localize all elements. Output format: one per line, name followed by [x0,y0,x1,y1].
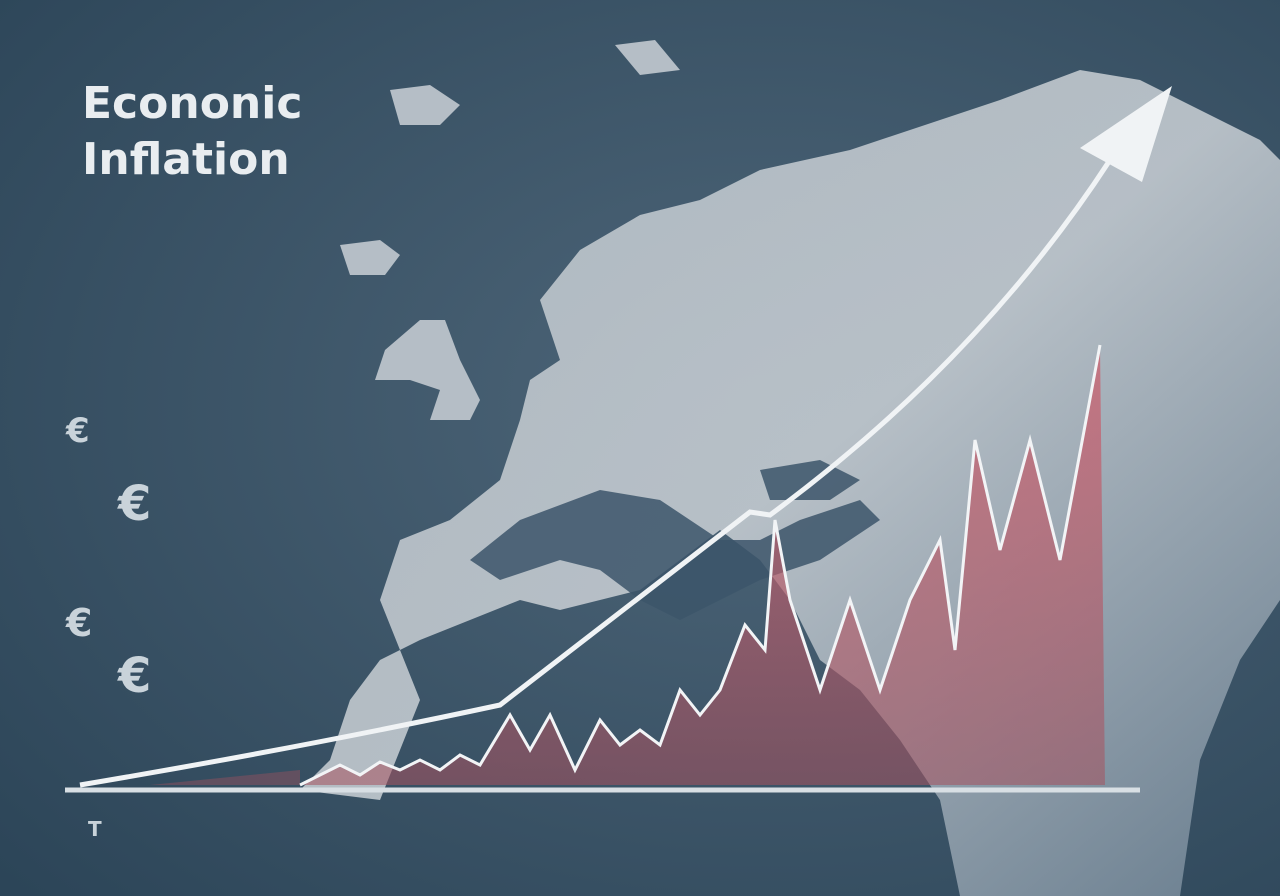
inflation-area [300,345,1105,785]
axis-mark: T [88,817,102,841]
map-britain [375,320,480,420]
map-sea [470,490,880,620]
map-svalbard [615,40,680,75]
map-island [390,85,460,125]
inflation-area-low [150,770,300,785]
title-line1: Econonic [82,78,302,129]
euro-symbol: € [65,411,90,451]
arrow-head [1080,86,1172,182]
trend-arrow [79,158,1113,788]
map-sea [760,460,860,500]
map-iceland [340,240,400,275]
euro-symbol: € [117,476,151,532]
euro-symbol: € [117,648,151,704]
title-line2: Inflation [82,134,290,185]
euro-symbol: € [65,601,92,645]
inflation-zigzag [299,344,1102,787]
